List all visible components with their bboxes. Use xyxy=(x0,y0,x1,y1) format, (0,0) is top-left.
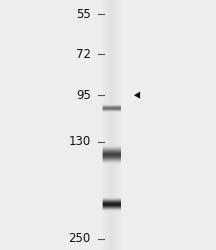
Text: 250: 250 xyxy=(68,232,91,245)
Text: 95: 95 xyxy=(76,89,91,102)
Text: 130: 130 xyxy=(68,135,91,148)
Polygon shape xyxy=(134,92,140,99)
Text: 55: 55 xyxy=(76,8,91,21)
Text: 72: 72 xyxy=(76,48,91,60)
